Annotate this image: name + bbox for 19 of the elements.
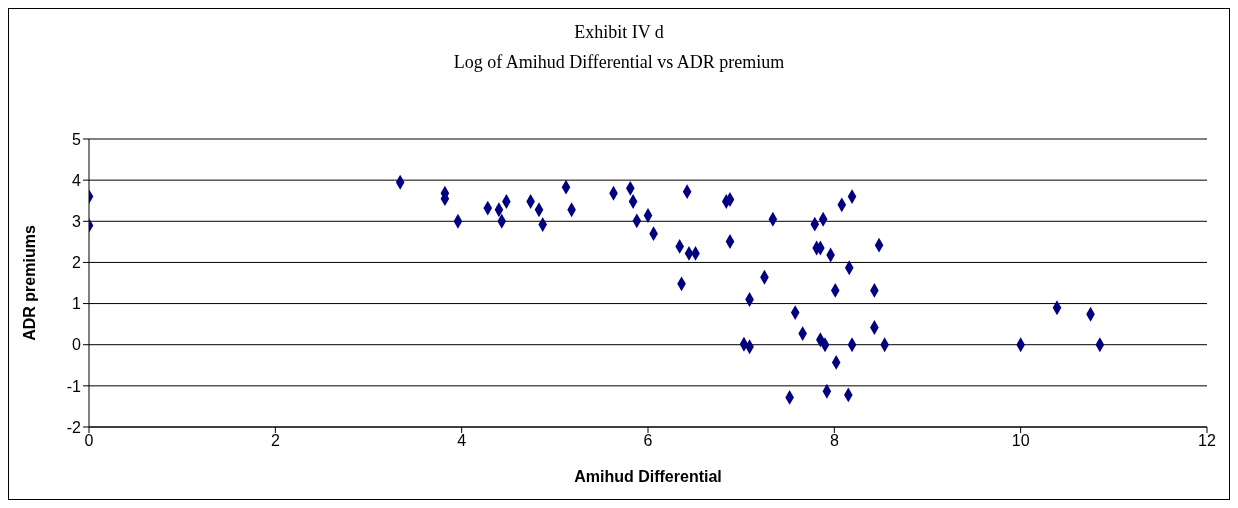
y-axis-title: ADR premiums (20, 225, 38, 341)
y-tick-label: 4 (72, 171, 82, 189)
y-tick-label: 1 (72, 295, 82, 313)
y-tick-label: -1 (66, 377, 82, 395)
chart-title: Exhibit IV d (573, 21, 665, 44)
x-tick-label: 2 (270, 432, 280, 450)
chart-subtitle: Log of Amihud Differential vs ADR premium (452, 51, 786, 74)
x-tick-label: 12 (1198, 432, 1216, 450)
y-tick-label: 3 (72, 212, 82, 230)
y-tick-label: 0 (72, 336, 82, 354)
x-tick-label: 0 (84, 432, 94, 450)
x-tick-label: 8 (829, 432, 839, 450)
x-axis-title: Amihud Differential (574, 468, 722, 485)
x-tick-label: 6 (643, 432, 653, 450)
y-tick-label: 5 (72, 130, 82, 148)
y-tick-label: 2 (72, 254, 82, 272)
x-tick-label: 10 (1011, 432, 1030, 450)
y-tick-label: -2 (66, 418, 82, 436)
x-tick-label: 4 (457, 432, 467, 450)
